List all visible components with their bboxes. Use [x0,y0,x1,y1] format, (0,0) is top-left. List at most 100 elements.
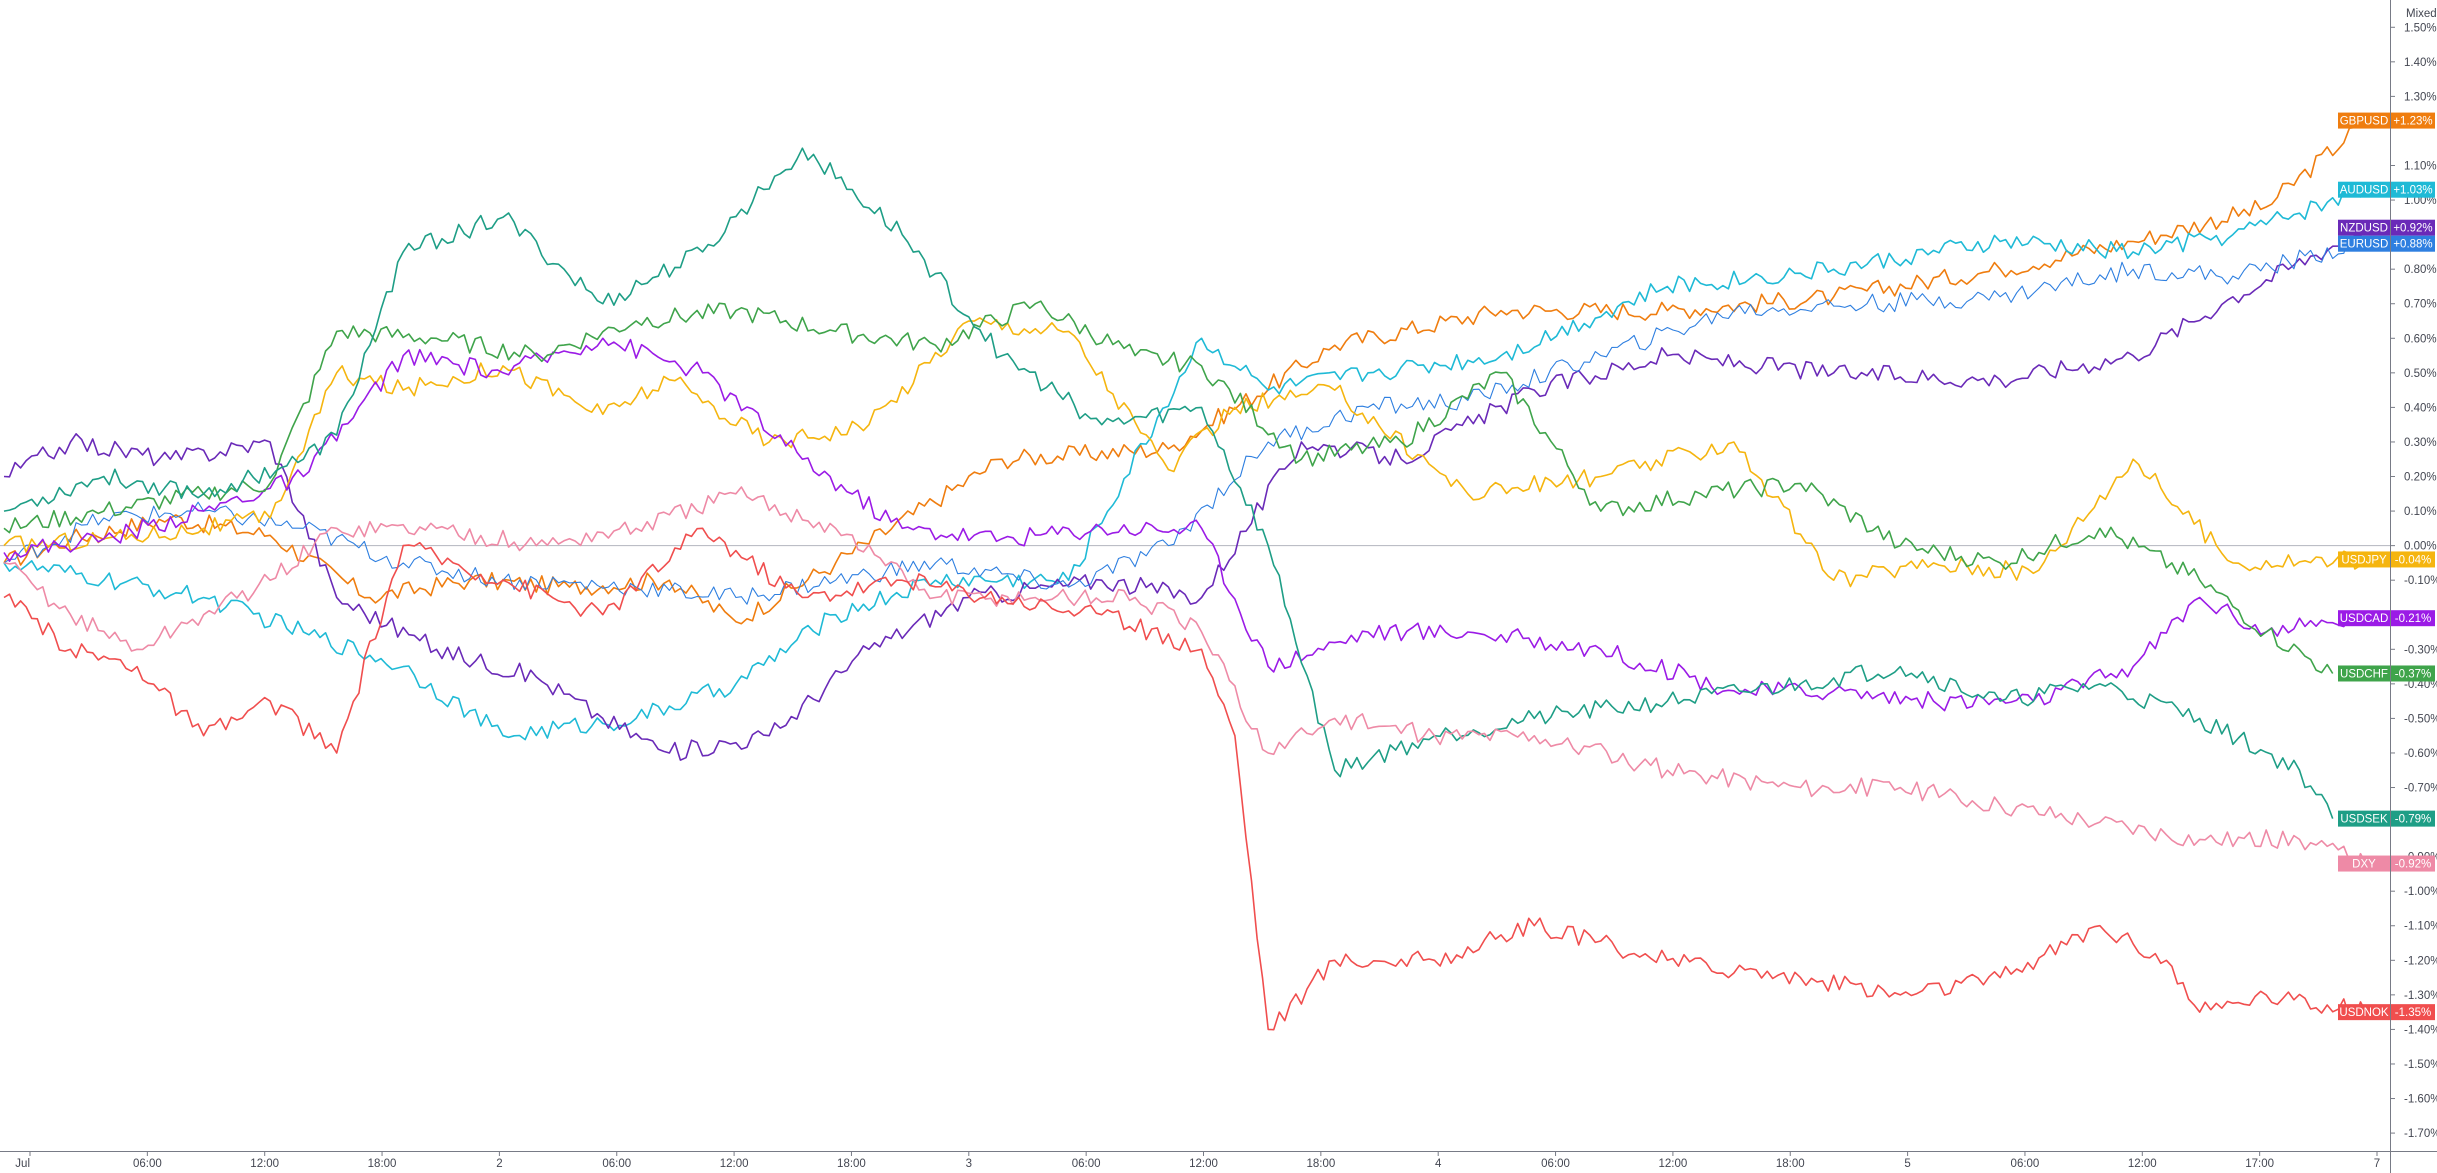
series-label-audusd[interactable]: AUDUSD +1.03% [2338,181,2435,198]
series-name-text: AUDUSD [2340,185,2389,197]
x-tick-label: 06:00 [133,1158,162,1170]
series-lines [0,118,2390,1031]
y-tick-label: 0.40% [2404,402,2437,414]
series-name-text: DXY [2352,859,2376,871]
y-tick-label: -1.70% [2404,1128,2437,1140]
series-value-text: +1.03% [2393,185,2432,197]
series-value-badge [2391,855,2435,872]
x-tick-label: 18:00 [1776,1158,1805,1170]
series-value-badge [2391,610,2435,627]
series-name-badge [2338,181,2390,198]
x-tick-label: 06:00 [2011,1158,2040,1170]
price-axis-ticks: 1.50% 1.40% 1.30% 1.10% 1.00% 0.80% 0.70% 0.60%… [2390,22,2437,1140]
x-tick-label: 2 [496,1158,502,1170]
series-name-text: USDNOK [2339,1007,2389,1019]
series-name-text: GBPUSD [2340,116,2389,128]
y-tick-label: -0.70% [2404,783,2437,795]
x-tick-label: 7 [2374,1158,2380,1170]
series-line-nzdusd[interactable] [3,227,2367,761]
y-tick-label: 1.40% [2404,57,2437,69]
y-tick-label: -0.10% [2404,575,2437,587]
series-label-dxy[interactable]: DXY -0.92% [2338,855,2435,872]
y-tick-label: 0.00% [2404,541,2437,553]
series-line-usdcad[interactable] [3,337,2367,712]
y-tick-label: -1.20% [2404,955,2437,967]
y-tick-label: 0.30% [2404,437,2437,449]
series-value-badge [2391,112,2435,129]
y-tick-label: 0.80% [2404,264,2437,276]
x-tick-label: 06:00 [1072,1158,1101,1170]
series-value-badge [2391,219,2435,236]
series-value-badge [2391,665,2435,682]
series-value-text: -1.35% [2395,1007,2431,1019]
y-tick-label: -0.50% [2404,713,2437,725]
series-value-badge [2391,810,2435,827]
series-name-badge [2338,235,2390,252]
series-value-badge [2391,551,2435,568]
series-label-usdjpy[interactable]: USDJPY -0.04% [2338,551,2435,568]
series-label-usdcad[interactable]: USDCAD -0.21% [2338,610,2435,627]
series-line-usdjpy[interactable] [3,317,2367,588]
series-label-usdsek[interactable]: USDSEK -0.79% [2338,810,2435,827]
y-tick-label: 0.50% [2404,368,2437,380]
series-label-usdnok[interactable]: USDNOK -1.35% [2338,1004,2435,1021]
series-name-badge [2338,1004,2390,1021]
series-value-badge [2391,1004,2435,1021]
x-tick-label: Jul [15,1158,30,1170]
y-tick-label: -1.60% [2404,1094,2437,1106]
x-tick-label: 12:00 [1659,1158,1688,1170]
series-name-text: USDSEK [2340,814,2388,826]
series-name-text: NZDUSD [2340,223,2388,235]
series-name-text: USDCHF [2340,668,2388,680]
x-tick-label: 17:00 [2245,1158,2274,1170]
series-line-gbpusd[interactable] [3,118,2367,625]
x-tick-label: 12:00 [720,1158,749,1170]
x-tick-label: 12:00 [2128,1158,2157,1170]
series-name-badge [2338,610,2390,627]
series-value-labels: GBPUSD +1.23%AUDUSD +1.03%NZDUSD +0.92%EURU… [2338,112,2435,1021]
time-axis-ticks: Jul 06:00 12:00 18:00 2 06:00 12:00 18:00 3 06:00… [15,1151,2380,1170]
series-value-badge [2391,235,2435,252]
series-name-text: USDJPY [2341,554,2387,566]
series-value-text: +0.88% [2393,239,2432,251]
y-tick-label: 0.60% [2404,333,2437,345]
x-tick-label: 18:00 [1306,1158,1335,1170]
series-name-badge [2338,112,2390,129]
series-name-text: USDCAD [2340,613,2389,625]
series-label-nzdusd[interactable]: NZDUSD +0.92% [2338,219,2435,236]
series-line-usdchf[interactable] [3,300,2334,674]
x-tick-label: 5 [1904,1158,1910,1170]
scale-mode-label[interactable]: Mixed [2406,8,2437,20]
y-tick-label: -0.40% [2404,679,2437,691]
series-line-eurusd[interactable] [3,236,2367,605]
series-label-eurusd[interactable]: EURUSD +0.88% [2338,235,2435,252]
x-tick-label: 12:00 [1189,1158,1218,1170]
series-line-audusd[interactable] [3,189,2367,741]
x-tick-label: 18:00 [368,1158,397,1170]
y-tick-label: -0.30% [2404,644,2437,656]
series-name-badge [2338,855,2390,872]
series-value-text: -0.92% [2395,859,2431,871]
y-tick-label: 1.10% [2404,161,2437,173]
series-name-badge [2338,551,2390,568]
series-name-text: EURUSD [2340,239,2389,251]
x-tick-label: 18:00 [837,1158,866,1170]
x-tick-label: 12:00 [250,1158,279,1170]
series-line-usdnok[interactable] [3,527,2367,1031]
series-label-usdchf[interactable]: USDCHF -0.37% [2338,665,2435,682]
series-name-badge [2338,219,2390,236]
x-tick-label: 3 [966,1158,972,1170]
series-label-gbpusd[interactable]: GBPUSD +1.23% [2338,112,2435,129]
y-tick-label: -1.50% [2404,1059,2437,1071]
series-value-text: +1.23% [2393,116,2432,128]
series-value-text: -0.79% [2395,814,2431,826]
x-tick-label: 06:00 [602,1158,631,1170]
series-line-usdsek[interactable] [3,147,2334,819]
series-name-badge [2338,665,2390,682]
series-line-dxy[interactable] [3,486,2367,870]
series-value-text: +0.92% [2393,223,2432,235]
series-value-badge [2391,181,2435,198]
series-value-text: -0.37% [2395,668,2431,680]
